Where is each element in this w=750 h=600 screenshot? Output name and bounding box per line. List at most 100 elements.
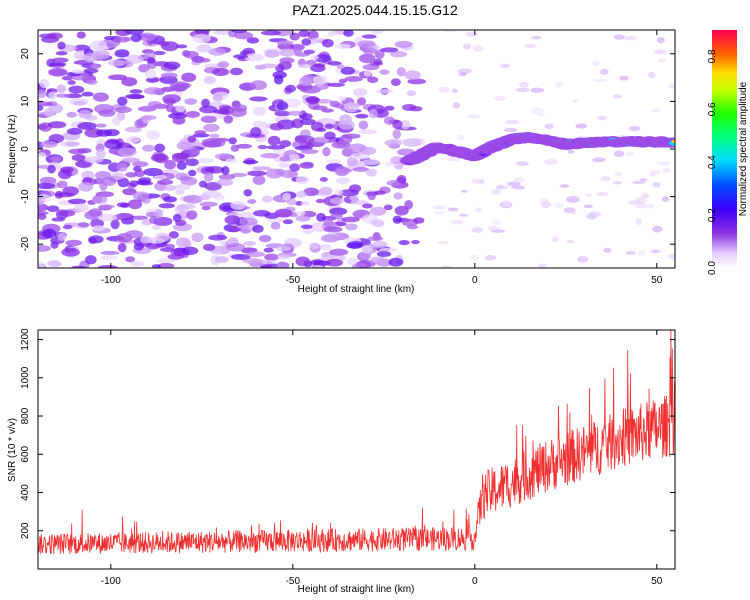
noise-blob: [56, 84, 67, 94]
y-tick-label: -10: [20, 189, 31, 204]
y-tick-label: 200: [20, 522, 31, 539]
noise-blob: [88, 208, 103, 217]
noise-blob: [50, 156, 62, 163]
noise-blob: [117, 243, 127, 253]
noise-blob: [74, 203, 89, 213]
noise-blob: [77, 147, 92, 154]
noise-blob: [208, 234, 228, 241]
noise-blob: [203, 123, 220, 132]
noise-blob: [224, 215, 241, 225]
noise-blob: [641, 193, 650, 199]
noise-blob: [83, 68, 99, 74]
noise-blob: [315, 198, 325, 204]
noise-blob: [413, 217, 425, 224]
noise-blob: [83, 52, 97, 63]
noise-blob: [299, 162, 314, 169]
noise-blob: [52, 57, 69, 63]
noise-blob: [137, 106, 157, 112]
noise-blob: [355, 113, 369, 119]
noise-blob: [319, 244, 332, 251]
noise-blob: [374, 49, 385, 60]
noise-blob: [91, 195, 108, 204]
noise-blob: [438, 86, 450, 93]
noise-blob: [653, 49, 667, 54]
noise-blob: [515, 161, 529, 166]
x-tick-label: 0: [472, 275, 478, 286]
noise-blob: [662, 167, 671, 174]
noise-blob: [441, 265, 453, 268]
noise-blob: [126, 136, 141, 143]
noise-blob: [319, 186, 333, 196]
noise-blob: [584, 193, 593, 197]
noise-blob: [56, 180, 68, 189]
noise-blob: [38, 89, 47, 99]
noise-blob: [50, 241, 59, 249]
colorbar: 0.0 0.2 0.4 0.6 0.8 Normalized spectral ampl…: [707, 30, 749, 275]
noise-blob: [201, 98, 210, 108]
noise-blob: [273, 74, 284, 85]
noise-blob: [379, 69, 390, 75]
noise-blob: [134, 169, 145, 178]
noise-blob: [447, 156, 461, 162]
noise-blob: [657, 160, 670, 166]
noise-blob: [363, 69, 372, 77]
noise-blob: [247, 199, 257, 204]
noise-blob: [86, 79, 98, 85]
y-tick-label: 800: [20, 407, 31, 424]
noise-blob: [125, 171, 138, 178]
noise-blob: [258, 234, 272, 243]
noise-blob: [279, 140, 292, 148]
noise-blob: [652, 225, 663, 233]
noise-blob: [66, 111, 78, 118]
noise-blob: [307, 30, 319, 40]
noise-blob: [234, 31, 254, 40]
noise-blob: [184, 98, 198, 105]
noise-blob: [327, 82, 346, 88]
noise-blob: [77, 121, 97, 130]
noise-blob: [357, 129, 378, 135]
noise-blob: [130, 33, 142, 43]
noise-blob: [158, 203, 175, 209]
noise-blob: [143, 167, 163, 177]
noise-blob: [214, 153, 233, 160]
noise-blob: [108, 74, 128, 81]
noise-blob: [84, 156, 104, 164]
noise-blob: [275, 245, 292, 252]
noise-blob: [515, 87, 530, 92]
noise-blob: [43, 108, 55, 117]
noise-blob: [97, 213, 118, 222]
noise-blob: [95, 129, 113, 137]
noise-blob: [460, 189, 468, 193]
noise-blob: [38, 105, 44, 112]
noise-blob: [209, 133, 220, 139]
noise-blob: [392, 215, 403, 224]
noise-blob: [141, 144, 156, 152]
noise-blob: [138, 32, 157, 42]
noise-blob: [38, 213, 47, 220]
noise-blob: [329, 248, 349, 256]
noise-blob: [295, 190, 307, 198]
spectrogram-xlabel: Height of straight line (km): [298, 284, 415, 295]
noise-blob: [100, 255, 119, 261]
noise-blob: [572, 98, 579, 103]
noise-blob: [165, 243, 175, 250]
noise-blob: [199, 201, 218, 207]
noise-blob: [334, 166, 350, 177]
noise-blob: [176, 44, 188, 49]
noise-blob: [324, 131, 336, 140]
noise-blob: [329, 207, 348, 216]
noise-blob: [186, 210, 198, 220]
snr-frame: [37, 329, 676, 570]
noise-blob: [113, 36, 130, 43]
noise-blob: [246, 251, 265, 258]
noise-blob: [144, 69, 157, 79]
noise-blob: [198, 157, 214, 164]
noise-blob: [299, 113, 313, 120]
noise-blob: [297, 64, 314, 69]
noise-blob: [163, 184, 177, 191]
noise-blob: [370, 256, 386, 263]
noise-blob: [299, 118, 316, 126]
noise-blob: [559, 184, 570, 188]
noise-blob: [183, 50, 199, 59]
